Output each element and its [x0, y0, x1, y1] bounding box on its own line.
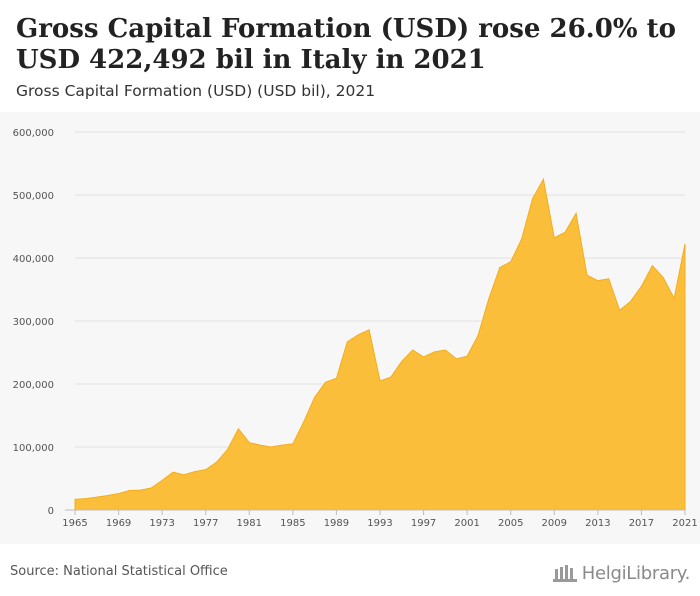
x-tick-label: 1969 — [106, 518, 131, 529]
source-note: Source: National Statistical Office — [10, 564, 228, 579]
x-tick-label: 1965 — [62, 518, 87, 529]
chart-area: 0 100,000 200,000 300,000 400,000 500,000 600,… — [0, 112, 700, 544]
x-tick-label: 1985 — [280, 518, 305, 529]
helgilibrary-logo: HelgiLibrary. — [552, 561, 690, 585]
chart-title: Gross Capital Formation (USD) rose 26.0%… — [16, 14, 676, 75]
area-chart: 0 100,000 200,000 300,000 400,000 500,000 600,… — [13, 128, 698, 529]
x-tick-label: 1973 — [149, 518, 174, 529]
x-tick-label: 2013 — [585, 518, 610, 529]
x-tick-label: 1989 — [324, 518, 349, 529]
series-area — [74, 177, 686, 511]
x-tick-label: 1993 — [367, 518, 392, 529]
x-tick-label: 2021 — [672, 518, 697, 529]
x-tick-label: 2017 — [629, 518, 654, 529]
y-tick-label: 400,000 — [13, 254, 54, 265]
library-building-icon — [552, 565, 577, 582]
y-tick-label: 300,000 — [13, 317, 54, 328]
axes: 0 100,000 200,000 300,000 400,000 500,000 600,… — [13, 128, 698, 529]
x-tick-label: 1977 — [193, 518, 218, 529]
y-tick-label: 200,000 — [13, 380, 54, 391]
chart-subtitle: Gross Capital Formation (USD) (USD bil),… — [16, 82, 376, 100]
x-tick-label: 1981 — [237, 518, 262, 529]
y-tick-label: 100,000 — [13, 443, 54, 454]
x-tick-label: 2001 — [454, 518, 479, 529]
x-tick-label: 2009 — [542, 518, 567, 529]
series-area-fill — [74, 177, 686, 511]
y-tick-label: 0 — [48, 506, 54, 517]
x-tick-label: 1997 — [411, 518, 436, 529]
x-tick-label: 2005 — [498, 518, 523, 529]
y-tick-label: 600,000 — [13, 128, 54, 139]
logo-text: HelgiLibrary. — [581, 562, 691, 584]
y-tick-label: 500,000 — [13, 191, 54, 202]
